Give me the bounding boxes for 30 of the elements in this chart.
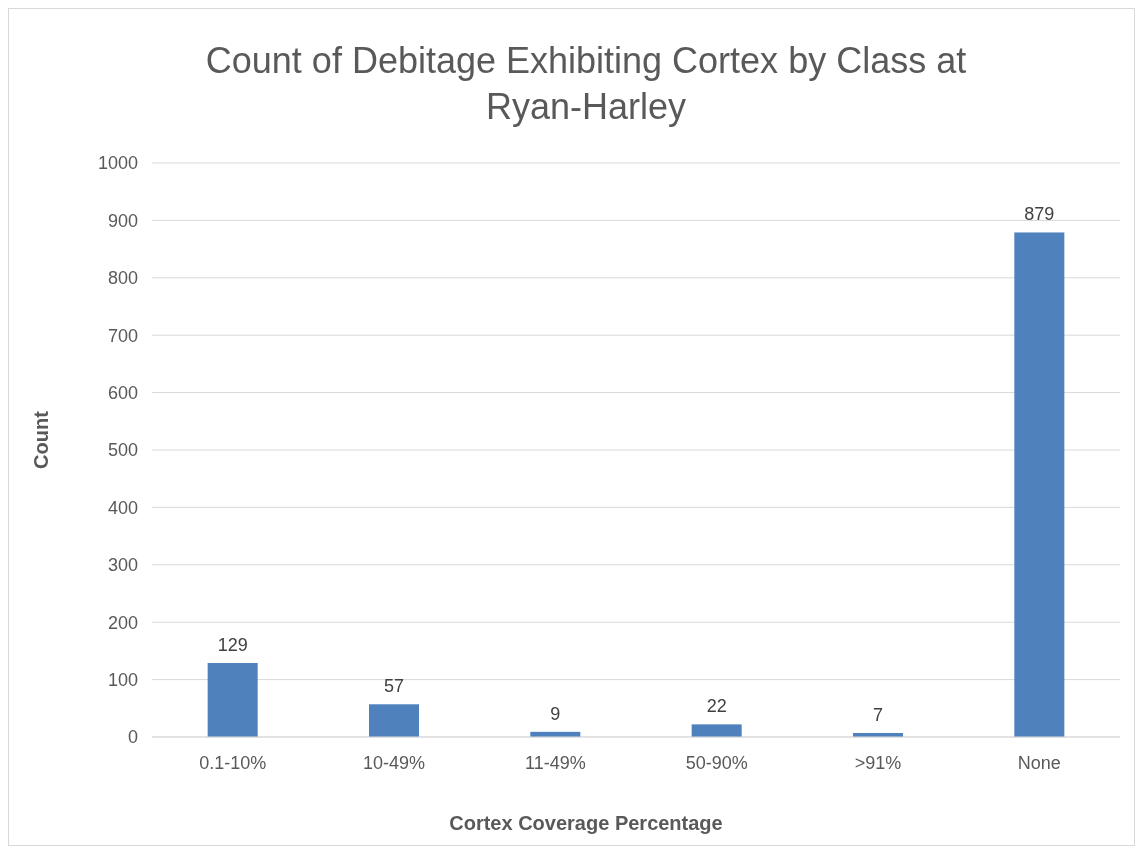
- data-label: 879: [1024, 204, 1055, 225]
- data-label: 9: [550, 703, 561, 724]
- y-tick-label: 800: [107, 268, 138, 289]
- y-tick-label: 500: [107, 440, 138, 461]
- bar: [207, 662, 258, 737]
- x-axis-title: Cortex Coverage Percentage: [449, 812, 723, 834]
- x-tick-label: 11-49%: [524, 753, 586, 773]
- y-tick-label: 700: [107, 325, 138, 346]
- bar: [1014, 232, 1065, 737]
- y-tick-label: 1000: [97, 153, 138, 174]
- x-tick-label: None: [1017, 753, 1061, 773]
- y-tick-label: 100: [107, 669, 138, 690]
- x-tick-label: 50-90%: [685, 753, 748, 773]
- y-tick-label: 400: [107, 497, 138, 518]
- data-label: 7: [872, 704, 884, 725]
- y-tick-label: 200: [107, 612, 138, 633]
- y-tick-label: 0: [127, 727, 138, 748]
- bar: [691, 724, 742, 737]
- data-label: 57: [383, 676, 405, 697]
- y-axis-title: Count: [30, 410, 52, 469]
- chart-title: Count of Debitage Exhibiting Cortex by Class at Ryan-Harley: [205, 40, 967, 127]
- y-tick-label: 600: [107, 382, 138, 403]
- bar: [368, 704, 420, 737]
- data-label: 129: [217, 634, 248, 655]
- y-tick-label: 900: [107, 210, 138, 231]
- x-tick-label: >91%: [854, 753, 902, 773]
- data-label: 22: [706, 696, 727, 717]
- y-tick-label: 300: [107, 555, 138, 576]
- x-tick-label: 10-49%: [362, 753, 426, 773]
- x-tick-label: 0.1-10%: [199, 753, 267, 773]
